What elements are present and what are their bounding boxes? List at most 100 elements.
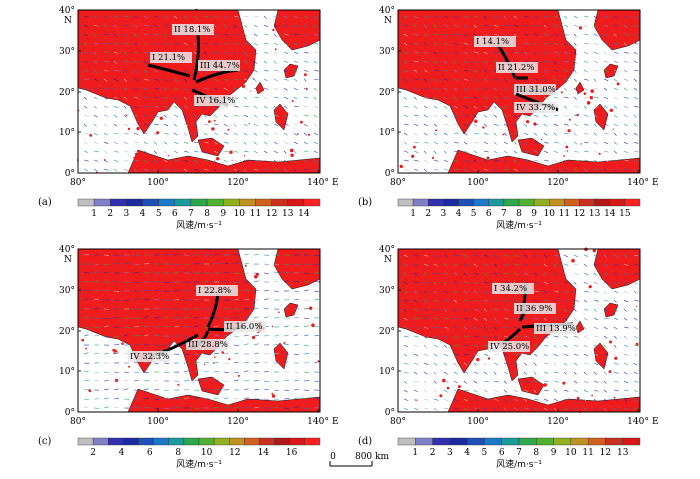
wind-vector bbox=[623, 335, 628, 339]
wind-vector bbox=[163, 15, 169, 19]
wind-vector bbox=[593, 123, 597, 127]
wind-vector bbox=[543, 299, 549, 302]
east-label: E bbox=[332, 178, 339, 188]
wind-vector bbox=[443, 362, 448, 366]
wind-vector bbox=[233, 262, 239, 265]
wind-vector bbox=[493, 105, 497, 109]
wind-vector bbox=[403, 272, 407, 276]
land-speck bbox=[576, 396, 580, 400]
wind-vector bbox=[593, 159, 598, 163]
wind-vector bbox=[613, 281, 617, 285]
route-ii-label: II 36.9% bbox=[516, 304, 552, 314]
land-speck bbox=[458, 335, 460, 337]
wind-vector bbox=[433, 159, 439, 162]
wind-vector bbox=[413, 51, 419, 54]
lat-tick-label: 40° bbox=[379, 245, 395, 255]
wind-vector bbox=[603, 407, 607, 411]
wind-vector bbox=[573, 308, 577, 312]
wind-vector bbox=[213, 87, 219, 91]
wind-vector bbox=[223, 24, 228, 28]
wind-vector bbox=[413, 254, 419, 257]
land-shape bbox=[593, 342, 609, 370]
route-iii-label: III 13.9% bbox=[536, 324, 576, 334]
land-shape bbox=[593, 103, 609, 131]
wind-vector bbox=[143, 69, 148, 73]
wind-vector bbox=[303, 150, 309, 153]
land-speck bbox=[145, 68, 148, 71]
wind-vector bbox=[613, 344, 617, 348]
wind-vector bbox=[503, 326, 509, 329]
land-speck bbox=[541, 11, 543, 13]
land-speck bbox=[297, 17, 299, 20]
wind-vector bbox=[493, 299, 498, 303]
wind-vector bbox=[293, 299, 299, 301]
wind-vector bbox=[403, 24, 409, 27]
wind-vector bbox=[303, 362, 309, 364]
wind-vector bbox=[403, 132, 408, 136]
wind-vector bbox=[453, 371, 458, 375]
land-speck bbox=[609, 340, 612, 344]
colorbar-swatch bbox=[303, 198, 321, 207]
wind-vector bbox=[573, 362, 578, 366]
wind-vector bbox=[223, 15, 227, 19]
wind-vector bbox=[583, 132, 589, 135]
wind-vector bbox=[263, 168, 269, 171]
colorbar-swatch bbox=[190, 198, 208, 207]
land-speck bbox=[254, 274, 258, 279]
wind-vector bbox=[583, 299, 588, 303]
wind-vector bbox=[633, 389, 638, 393]
wind-vector bbox=[423, 42, 428, 46]
wind-vector bbox=[113, 290, 119, 292]
wind-vector bbox=[593, 78, 597, 82]
wind-vector bbox=[113, 132, 119, 135]
wind-vector bbox=[123, 78, 127, 82]
land-speck bbox=[413, 145, 416, 149]
wind-vector bbox=[413, 69, 418, 73]
wind-vector bbox=[563, 168, 567, 172]
wind-vector bbox=[443, 380, 449, 383]
wind-vector bbox=[193, 308, 199, 310]
land-speck bbox=[274, 48, 277, 51]
wind-vector bbox=[403, 299, 409, 302]
land-speck bbox=[89, 134, 93, 137]
wind-vector bbox=[523, 380, 529, 383]
wind-vector bbox=[263, 24, 269, 28]
wind-vector bbox=[93, 317, 99, 319]
wind-vector bbox=[603, 87, 608, 91]
lon-tick-label: 120° bbox=[547, 417, 569, 427]
land-speck bbox=[521, 170, 523, 173]
wind-vector bbox=[483, 263, 489, 266]
wind-vector bbox=[553, 407, 557, 411]
wind-vector bbox=[83, 141, 88, 145]
wind-vector bbox=[93, 42, 99, 45]
colorbar-tick-label: 13 bbox=[589, 209, 601, 219]
wind-vector bbox=[573, 96, 577, 100]
wind-vector bbox=[533, 371, 537, 375]
wind-vector bbox=[103, 159, 108, 163]
wind-vector bbox=[303, 407, 309, 409]
land-speck bbox=[198, 311, 201, 314]
wind-vector bbox=[253, 150, 258, 154]
wind-vector bbox=[243, 114, 249, 118]
wind-vector bbox=[283, 105, 288, 109]
wind-vector bbox=[453, 78, 459, 81]
wind-vector bbox=[83, 298, 89, 301]
wind-vector bbox=[493, 272, 498, 276]
wind-vector bbox=[413, 344, 419, 347]
wind-vector bbox=[603, 254, 607, 258]
wind-vector bbox=[473, 60, 478, 64]
land-speck bbox=[153, 255, 157, 259]
land-speck bbox=[97, 255, 100, 258]
colorbar-tick-label: 12 bbox=[600, 448, 611, 458]
wind-vector bbox=[493, 398, 499, 401]
wind-vector bbox=[523, 254, 528, 258]
wind-vector bbox=[163, 33, 168, 37]
wind-vector bbox=[153, 344, 159, 346]
wind-vector bbox=[513, 123, 517, 127]
wind-vector bbox=[483, 371, 488, 375]
wind-vector bbox=[583, 96, 589, 99]
wind-vector bbox=[223, 335, 229, 337]
wind-vector bbox=[113, 51, 119, 54]
wind-vector bbox=[123, 326, 129, 329]
wind-vector bbox=[543, 317, 547, 321]
